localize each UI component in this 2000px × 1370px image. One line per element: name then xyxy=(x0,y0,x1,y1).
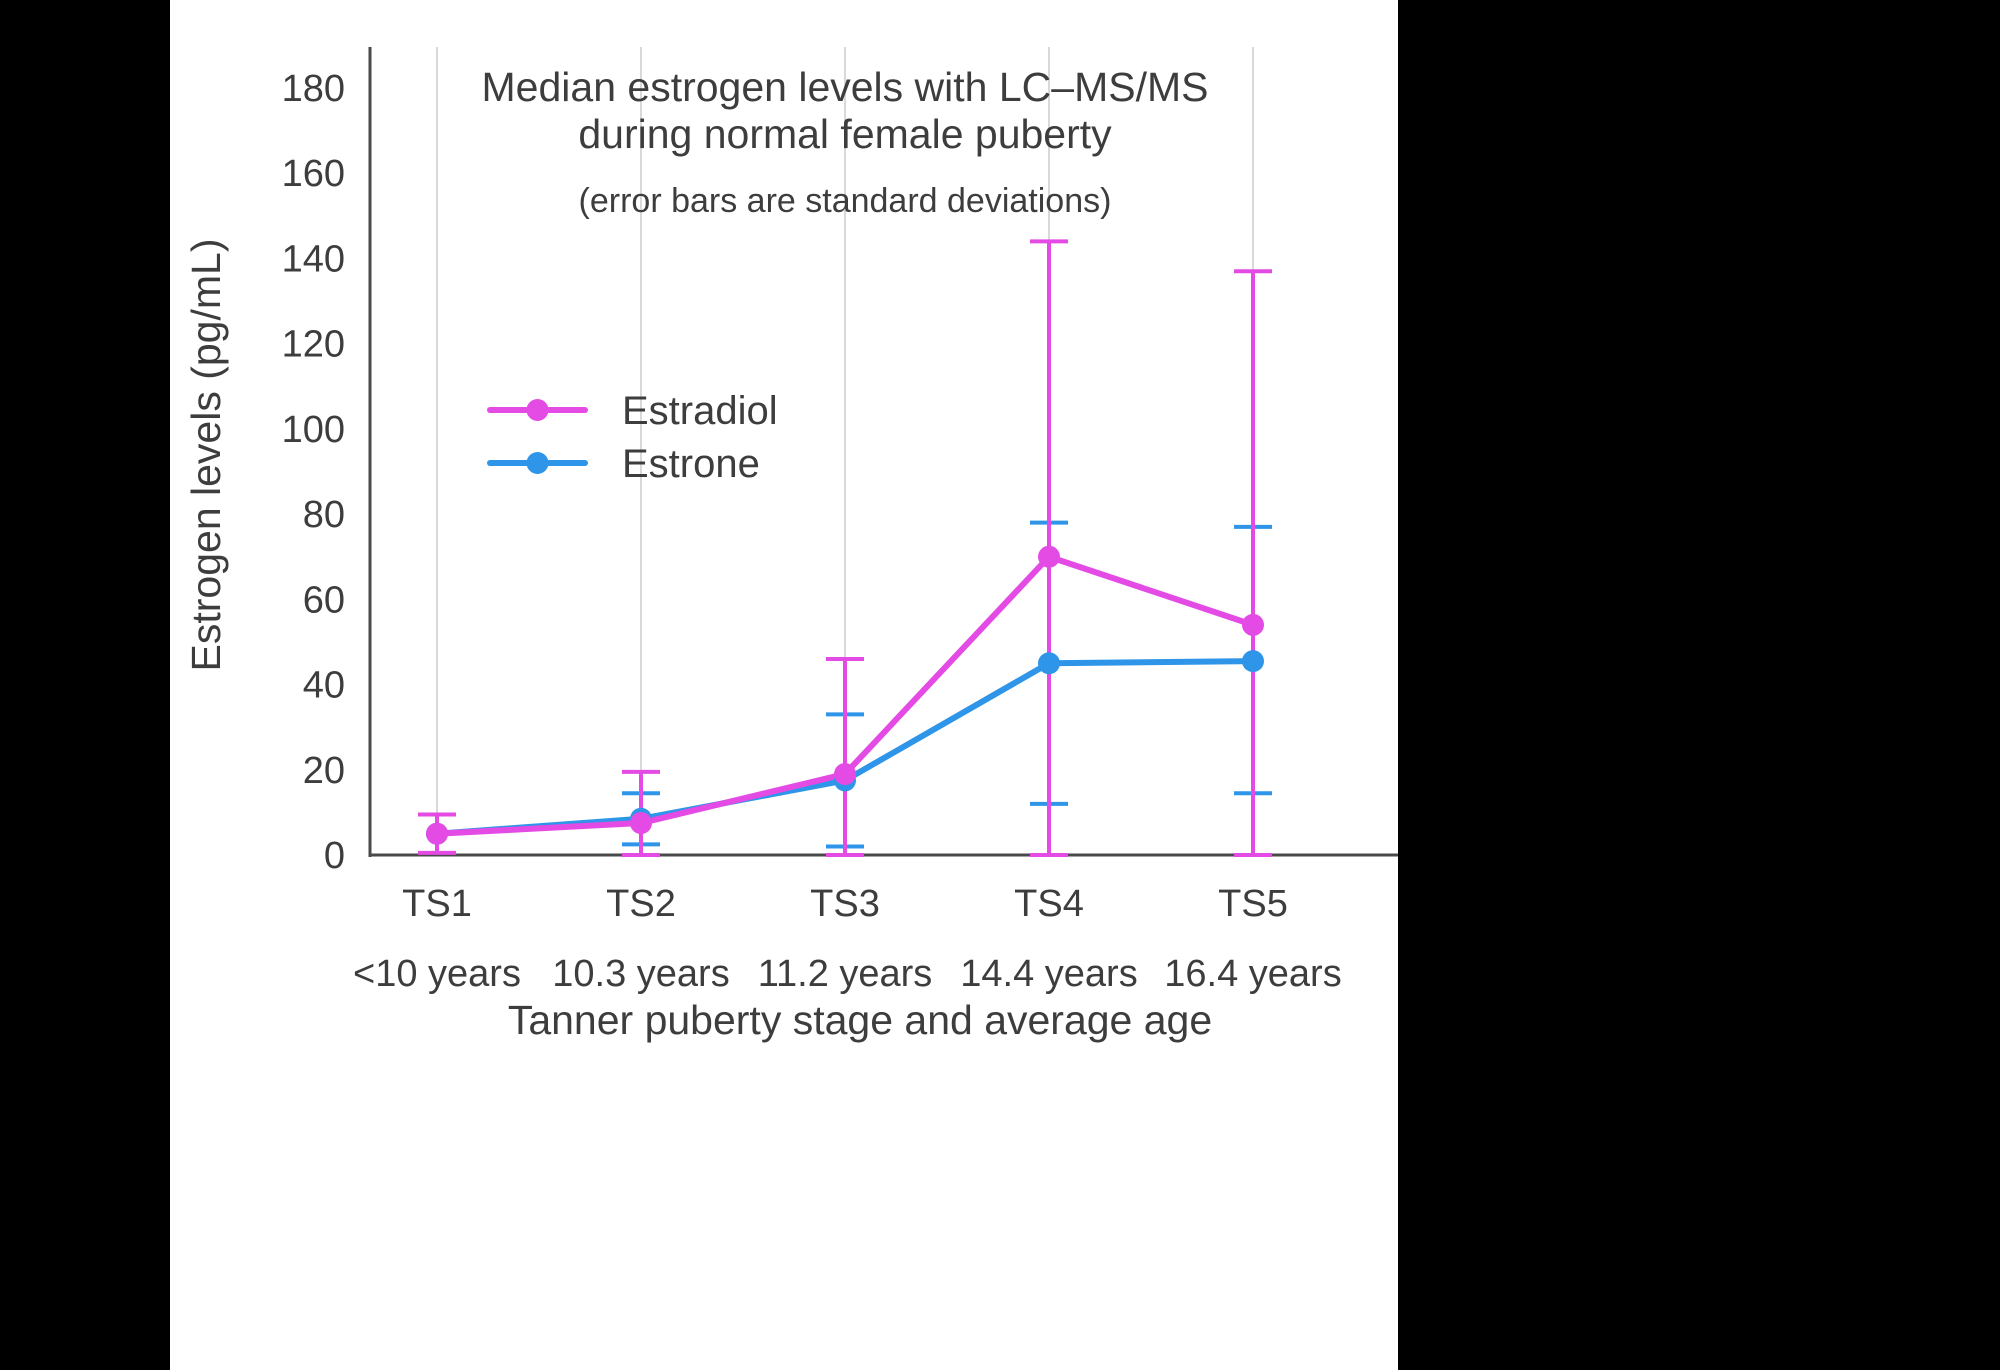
x-age-label: <10 years xyxy=(353,953,521,995)
y-tick-label: 140 xyxy=(282,238,345,280)
legend-label-estradiol: Estradiol xyxy=(622,389,778,433)
y-tick-label: 20 xyxy=(303,750,345,792)
error-bar-estradiol-ts3 xyxy=(826,656,864,857)
legend-item-estrone xyxy=(487,452,588,474)
legend-label-estrone: Estrone xyxy=(622,442,760,486)
x-age-label: 14.4 years xyxy=(960,953,1137,995)
x-tick-label: TS5 xyxy=(1218,883,1288,925)
chart-title-line2: during normal female puberty xyxy=(578,111,1112,157)
data-point-estradiol-ts3 xyxy=(834,763,856,786)
data-point-estradiol-ts1 xyxy=(426,822,448,845)
x-axis-title: Tanner puberty stage and average age xyxy=(508,997,1212,1043)
chart-title-line1: Median estrogen levels with LC–MS/MS xyxy=(482,64,1209,110)
x-tick-label: TS1 xyxy=(402,883,472,925)
data-point-estrone-ts4 xyxy=(1038,652,1060,675)
error-bar-estradiol-ts5 xyxy=(1234,269,1272,857)
x-age-label: 10.3 years xyxy=(552,953,729,995)
y-tick-label: 40 xyxy=(303,665,345,707)
legend-marker-estradiol xyxy=(526,399,549,421)
y-axis-title: Estrogen levels (pg/mL) xyxy=(183,239,229,672)
y-tick-label: 100 xyxy=(282,409,345,451)
x-tick-label: TS2 xyxy=(606,883,676,925)
x-tick-label: TS4 xyxy=(1014,883,1084,925)
y-tick-label: 160 xyxy=(282,153,345,195)
data-point-estrone-ts5 xyxy=(1242,650,1264,673)
estrogen-levels-line-chart: 0 20 40 60 80 100 120 140 160 180 TS1 TS2 TS3 TS4 TS5 <… xyxy=(183,47,1398,1043)
data-point-estradiol-ts4 xyxy=(1038,545,1060,568)
y-tick-label: 80 xyxy=(303,494,345,536)
x-age-label: 16.4 years xyxy=(1164,953,1341,995)
x-age-label: 11.2 years xyxy=(758,953,933,995)
y-tick-label: 60 xyxy=(303,579,345,621)
chart-subtitle: (error bars are standard deviations) xyxy=(579,182,1112,220)
legend-item-estradiol xyxy=(487,399,588,421)
chart-panel: 0 20 40 60 80 100 120 140 160 180 TS1 TS2 TS3 TS4 TS5 <… xyxy=(170,0,1398,1370)
y-tick-label: 0 xyxy=(324,835,345,877)
y-tick-label: 180 xyxy=(282,68,345,110)
data-point-estradiol-ts2 xyxy=(630,812,652,835)
data-point-estradiol-ts5 xyxy=(1242,613,1264,636)
legend-marker-estrone xyxy=(526,452,549,474)
y-tick-label: 120 xyxy=(282,324,345,366)
x-tick-label: TS3 xyxy=(810,883,880,925)
